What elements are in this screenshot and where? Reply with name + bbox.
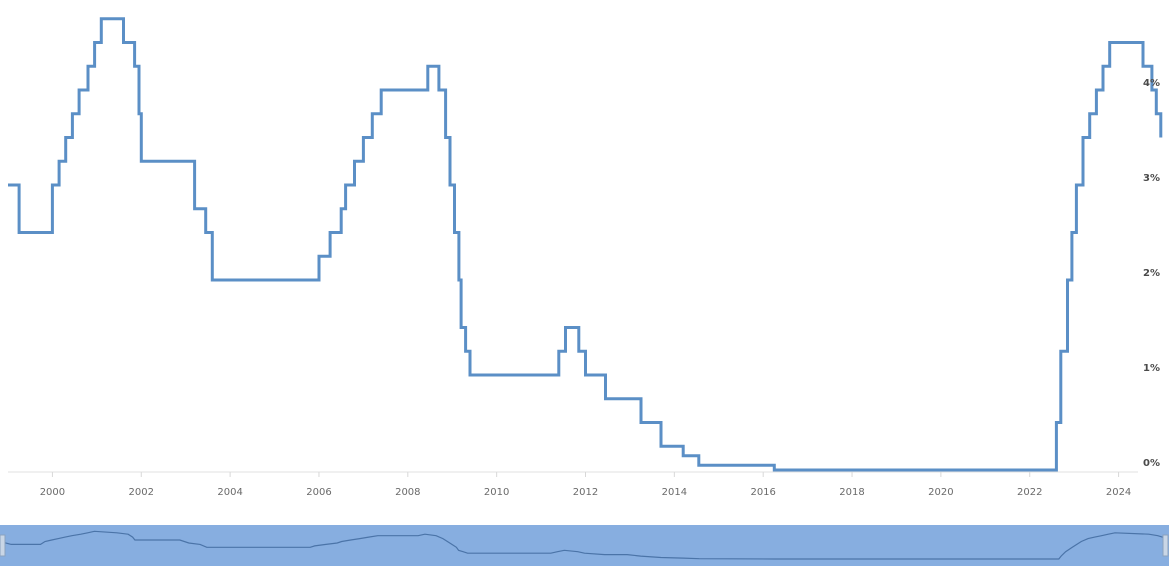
x-tick-label: 2012 (573, 487, 598, 498)
y-tick-label: 3% (1143, 173, 1160, 184)
y-tick-label: 4% (1143, 78, 1160, 89)
x-tick-label: 2020 (928, 487, 953, 498)
x-axis-ticks: 2000 2002 2004 2006 2008 2010 2012 2014 2016 2018… (40, 472, 1131, 498)
x-tick-label: 2006 (306, 487, 331, 498)
x-tick-label: 2016 (750, 487, 775, 498)
navigator-selected-range[interactable] (0, 525, 1169, 566)
x-tick-label: 2014 (662, 487, 687, 498)
x-tick-label: 2022 (1017, 487, 1042, 498)
y-tick-label: 0% (1143, 458, 1160, 469)
series-layer (8, 17, 1163, 472)
x-tick-label: 2008 (395, 487, 420, 498)
x-tick-label: 2002 (129, 487, 154, 498)
y-tick-label: 2% (1143, 268, 1160, 279)
navigator-left-handle[interactable] (0, 534, 6, 557)
x-tick-label: 2010 (484, 487, 509, 498)
x-tick-label: 2000 (40, 487, 65, 498)
navigator-right-handle[interactable] (1162, 534, 1169, 557)
x-tick-label: 2018 (839, 487, 864, 498)
x-tick-label: 2024 (1106, 487, 1131, 498)
y-tick-label: 1% (1143, 363, 1160, 374)
interest-rate-line-chart: 2000 2002 2004 2006 2008 2010 2012 2014 2016 2018… (8, 17, 1163, 498)
rate-series-line[interactable] (8, 17, 1163, 472)
range-navigator[interactable] (0, 525, 1169, 566)
y-axis-ticks: 0% 1% 2% 3% 4% (1143, 78, 1160, 469)
x-tick-label: 2004 (217, 487, 242, 498)
navigator-series-line (0, 530, 1167, 560)
